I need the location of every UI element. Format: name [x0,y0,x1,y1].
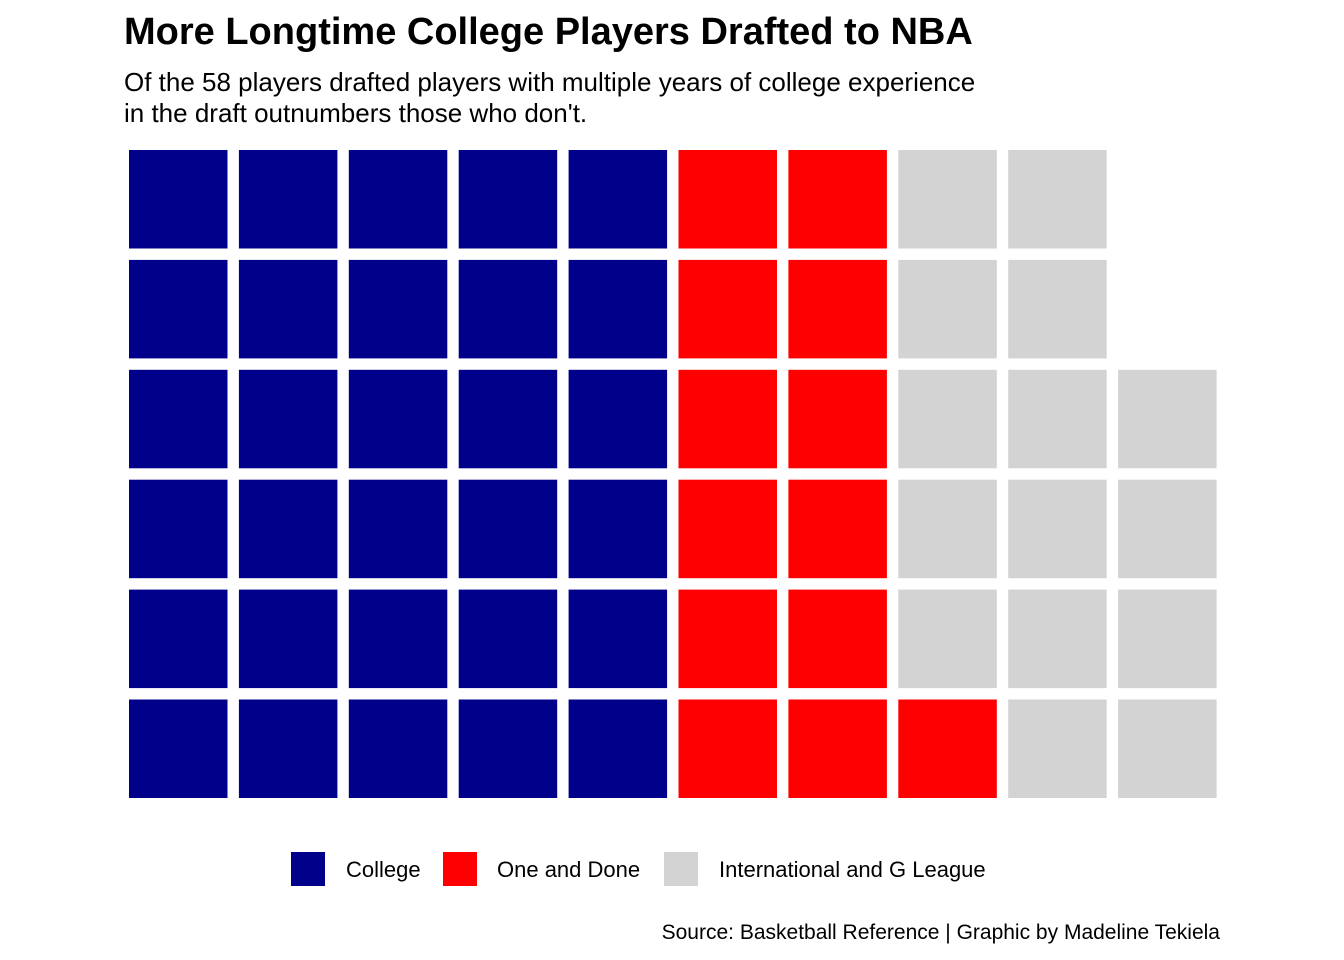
waffle-cell-international-and-g-league [898,589,997,689]
legend-key-international-g-league [664,852,698,886]
waffle-cell-college [238,589,338,689]
waffle-cell-international-and-g-league [898,369,997,469]
waffle-cell-one-and-done [788,699,887,798]
chart-subtitle: Of the 58 players drafted players with m… [124,67,1124,129]
waffle-cell-college [458,150,558,249]
waffle-cell-international-and-g-league [898,150,997,249]
chart-caption: Source: Basketball Reference | Graphic b… [661,921,1220,944]
waffle-cell-college [129,259,228,359]
subtitle-line-1: Of the 58 players drafted players with m… [124,67,976,97]
waffle-cell-international-and-g-league [1008,369,1107,469]
waffle-cell-college [348,150,448,249]
waffle-cell-college [348,699,448,798]
waffle-cell-international-and-g-league [898,259,997,359]
waffle-cell-college [458,369,558,469]
waffle-cell-international-and-g-league [1008,259,1107,359]
waffle-cell-college [348,479,448,579]
waffle-cell-one-and-done [678,589,777,689]
legend-key-one-and-done [443,852,477,886]
waffle-cell-college [238,259,338,359]
waffle-cell-college [238,369,338,469]
waffle-cell-college [129,150,228,249]
waffle-cell-international-and-g-league [1008,699,1107,798]
waffle-cell-one-and-done [788,259,887,359]
legend-key-college [291,852,325,886]
waffle-cell-college [568,369,668,469]
legend-label-one-and-done: One and Done [497,857,641,882]
waffle-cell-college [129,699,228,798]
waffle-cell-college [238,699,338,798]
waffle-cell-one-and-done [788,150,887,249]
waffle-cell-international-and-g-league [898,479,997,579]
waffle-cell-one-and-done [678,699,777,798]
waffle-cell-college [568,150,668,249]
waffle-cell-one-and-done [678,479,777,579]
waffle-cell-college [568,259,668,359]
waffle-cell-college [458,699,558,798]
waffle-cell-one-and-done [788,479,887,579]
waffle-cell-college [348,589,448,689]
waffle-cell-college [129,479,228,579]
waffle-cell-college [129,589,228,689]
waffle-chart [129,150,1217,798]
waffle-cell-college [568,589,668,689]
waffle-cell-international-and-g-league [1118,699,1217,798]
legend: College One and Done International and G… [0,852,1344,888]
waffle-cell-one-and-done [678,369,777,469]
waffle-cell-one-and-done [788,589,887,689]
legend-label-international-g-league: International and G League [719,857,986,882]
subtitle-line-2: in the draft outnumbers those who don't. [124,98,588,128]
waffle-cell-college [568,699,668,798]
waffle-cell-one-and-done [678,150,777,249]
waffle-cell-international-and-g-league [1008,150,1107,249]
waffle-cell-college [458,479,558,579]
waffle-cell-college [348,369,448,469]
waffle-cell-college [568,479,668,579]
waffle-cell-college [458,589,558,689]
waffle-cell-international-and-g-league [1118,369,1217,469]
waffle-cell-international-and-g-league [1118,589,1217,689]
waffle-cell-international-and-g-league [1008,589,1107,689]
waffle-cell-college [238,150,338,249]
waffle-cell-college [238,479,338,579]
waffle-cell-international-and-g-league [1008,479,1107,579]
waffle-cell-one-and-done [678,259,777,359]
chart-title: More Longtime College Players Drafted to… [124,11,973,53]
waffle-cell-one-and-done [788,369,887,469]
waffle-cell-college [458,259,558,359]
waffle-cell-college [129,369,228,469]
waffle-cell-one-and-done [898,699,997,798]
waffle-cell-international-and-g-league [1118,479,1217,579]
waffle-cell-college [348,259,448,359]
legend-label-college: College [346,857,421,882]
